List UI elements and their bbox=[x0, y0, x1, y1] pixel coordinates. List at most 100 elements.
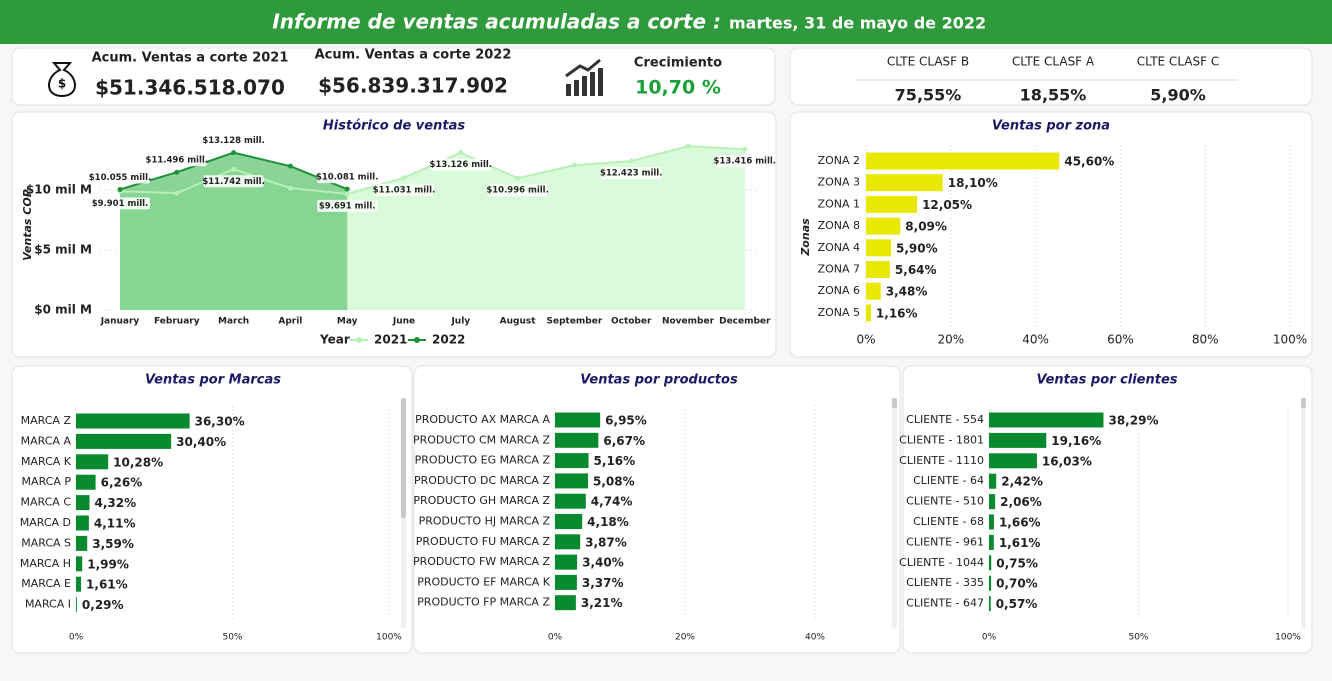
data-label: 45,60% bbox=[1064, 155, 1114, 169]
category-label: CLIENTE - 510 bbox=[906, 495, 984, 508]
bar bbox=[989, 494, 996, 510]
legend-title: Year bbox=[319, 333, 350, 347]
header-bar bbox=[0, 0, 1332, 44]
x-tick-label: 60% bbox=[1107, 333, 1134, 347]
bar bbox=[989, 412, 1104, 428]
point bbox=[174, 190, 180, 196]
category-label: CLIENTE - 1801 bbox=[899, 433, 984, 446]
category-label: CLIENTE - 68 bbox=[913, 515, 984, 528]
bar bbox=[555, 412, 601, 428]
kpi-value: $51.346.518.070 bbox=[95, 76, 285, 100]
label-bg bbox=[317, 171, 378, 184]
data-label: 0,29% bbox=[82, 598, 124, 612]
bar bbox=[989, 575, 992, 591]
category-label: ZONA 8 bbox=[818, 219, 860, 232]
x-tick-label: December bbox=[719, 317, 771, 327]
kpi-value: $56.839.317.902 bbox=[318, 74, 508, 98]
x-tick-label: 100% bbox=[1275, 633, 1301, 643]
point bbox=[344, 191, 350, 197]
category-label: PRODUCTO EF MARCA K bbox=[417, 575, 551, 588]
x-tick-label: September bbox=[546, 317, 602, 327]
data-label: 3,40% bbox=[582, 556, 624, 570]
x-tick-label: 100% bbox=[376, 633, 402, 643]
point bbox=[287, 185, 293, 191]
chart-title: Ventas por zona bbox=[992, 119, 1110, 134]
category-label: ZONA 5 bbox=[818, 306, 860, 319]
category-label: MARCA E bbox=[21, 577, 71, 590]
point bbox=[742, 146, 748, 152]
bar bbox=[555, 534, 581, 550]
category-label: MARCA C bbox=[21, 496, 72, 509]
category-label: CLIENTE - 554 bbox=[906, 413, 984, 426]
scroll-thumb bbox=[401, 398, 406, 518]
category-label: PRODUCTO CM MARCA Z bbox=[413, 433, 550, 446]
data-label: 18,10% bbox=[948, 176, 998, 190]
bar bbox=[76, 474, 96, 490]
growth-icon bbox=[565, 58, 603, 96]
data-label: 2,42% bbox=[1001, 475, 1043, 489]
category-label: ZONA 4 bbox=[818, 241, 860, 254]
category-label: CLIENTE - 961 bbox=[906, 535, 984, 548]
data-label: 10,28% bbox=[113, 455, 163, 469]
category-label: MARCA P bbox=[22, 475, 72, 488]
client-card bbox=[902, 365, 1313, 654]
segment-label: CLTE CLASF A bbox=[1012, 55, 1095, 69]
bar bbox=[76, 515, 89, 531]
data-label: 8,09% bbox=[905, 220, 947, 234]
bar bbox=[989, 473, 997, 489]
x-tick-label: 0% bbox=[548, 633, 563, 643]
point bbox=[287, 163, 293, 169]
point bbox=[571, 162, 577, 168]
category-label: MARCA I bbox=[25, 598, 71, 611]
category-label: CLIENTE - 1110 bbox=[899, 454, 984, 467]
data-label: 3,59% bbox=[92, 537, 134, 551]
data-label: 19,16% bbox=[1051, 434, 1101, 448]
data-label: $11.742 mill. bbox=[202, 177, 265, 187]
data-label: 1,61% bbox=[86, 578, 128, 592]
data-label: 1,99% bbox=[87, 557, 129, 571]
bar bbox=[555, 595, 576, 611]
category-label: MARCA H bbox=[20, 557, 71, 570]
bar bbox=[989, 555, 992, 571]
data-label: $12.423 mill. bbox=[600, 169, 663, 179]
money-bag-icon: $ bbox=[48, 62, 76, 98]
label-bg bbox=[203, 134, 264, 147]
legend-label: 2022 bbox=[432, 333, 465, 347]
data-label: 30,40% bbox=[176, 435, 226, 449]
x-tick-label: February bbox=[154, 317, 200, 327]
kpi-label: Crecimiento bbox=[634, 56, 722, 71]
data-label: $13.416 mill. bbox=[714, 157, 777, 167]
x-tick-label: April bbox=[278, 317, 302, 327]
bar bbox=[555, 432, 599, 448]
category-label: CLIENTE - 647 bbox=[906, 597, 984, 610]
scroll-thumb bbox=[1301, 398, 1306, 408]
label-bg bbox=[430, 158, 491, 171]
bar bbox=[989, 596, 991, 612]
bar bbox=[989, 453, 1037, 469]
bar bbox=[76, 433, 172, 449]
data-label: $10.055 mill. bbox=[89, 173, 152, 183]
segments-card bbox=[789, 47, 1313, 106]
bar bbox=[866, 282, 881, 300]
bar bbox=[76, 454, 109, 470]
data-label: $10.081 mill. bbox=[316, 173, 379, 183]
category-label: PRODUCTO FW MARCA Z bbox=[413, 555, 551, 568]
category-label: MARCA Z bbox=[21, 414, 72, 427]
scroll-track bbox=[1301, 398, 1306, 628]
data-label: 36,30% bbox=[195, 415, 245, 429]
chart-title: Ventas por clientes bbox=[1036, 373, 1177, 388]
data-label: 4,18% bbox=[587, 515, 629, 529]
segment-value: 18,55% bbox=[1020, 86, 1087, 105]
category-label: PRODUCTO AX MARCA A bbox=[415, 413, 550, 426]
point bbox=[117, 186, 123, 192]
segment-value: 5,90% bbox=[1150, 86, 1206, 105]
bar bbox=[866, 304, 871, 322]
label-bg bbox=[90, 171, 150, 184]
category-label: PRODUCTO HJ MARCA Z bbox=[419, 515, 551, 528]
point bbox=[174, 169, 180, 175]
bar bbox=[866, 239, 892, 257]
category-label: PRODUCTO FP MARCA Z bbox=[417, 596, 550, 609]
x-tick-label: March bbox=[218, 317, 249, 327]
label-bg bbox=[317, 199, 378, 212]
bar bbox=[989, 432, 1047, 448]
